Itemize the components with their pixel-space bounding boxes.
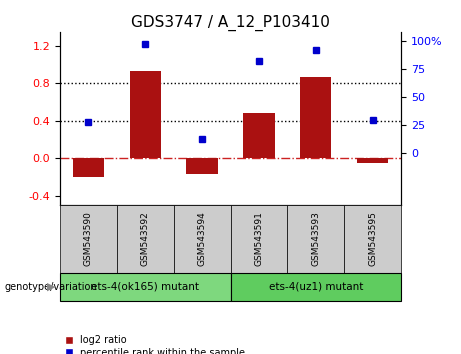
Text: genotype/variation: genotype/variation	[5, 282, 97, 292]
Bar	[300, 77, 331, 159]
Legend: log2 ratio, percentile rank within the sample: log2 ratio, percentile rank within the s…	[65, 335, 245, 354]
Text: GSM543594: GSM543594	[198, 212, 207, 266]
Bar	[186, 159, 218, 175]
Bar	[73, 159, 104, 177]
Text: GSM543591: GSM543591	[254, 211, 263, 267]
Text: GSM543595: GSM543595	[368, 211, 377, 267]
Title: GDS3747 / A_12_P103410: GDS3747 / A_12_P103410	[131, 14, 330, 30]
Bar	[130, 71, 161, 159]
Bar	[357, 159, 388, 163]
Text: GSM543593: GSM543593	[311, 211, 320, 267]
Text: ets-4(uz1) mutant: ets-4(uz1) mutant	[269, 282, 363, 292]
Text: ets-4(ok165) mutant: ets-4(ok165) mutant	[91, 282, 199, 292]
Text: GSM543590: GSM543590	[84, 211, 93, 267]
Text: ▶: ▶	[47, 282, 55, 292]
Bar	[243, 113, 275, 159]
Text: GSM543592: GSM543592	[141, 212, 150, 266]
